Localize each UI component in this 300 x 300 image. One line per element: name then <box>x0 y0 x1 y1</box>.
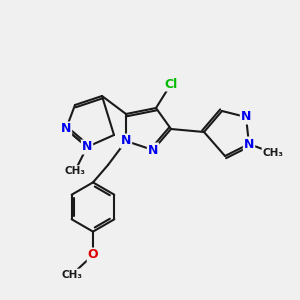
Text: Cl: Cl <box>164 77 178 91</box>
Text: N: N <box>82 140 92 154</box>
Text: N: N <box>148 143 158 157</box>
Text: N: N <box>244 137 254 151</box>
Text: N: N <box>241 110 251 124</box>
Text: N: N <box>121 134 131 148</box>
Text: CH₃: CH₃ <box>61 269 82 280</box>
Text: N: N <box>61 122 71 136</box>
Text: CH₃: CH₃ <box>262 148 284 158</box>
Text: O: O <box>88 248 98 262</box>
Text: CH₃: CH₃ <box>64 166 86 176</box>
